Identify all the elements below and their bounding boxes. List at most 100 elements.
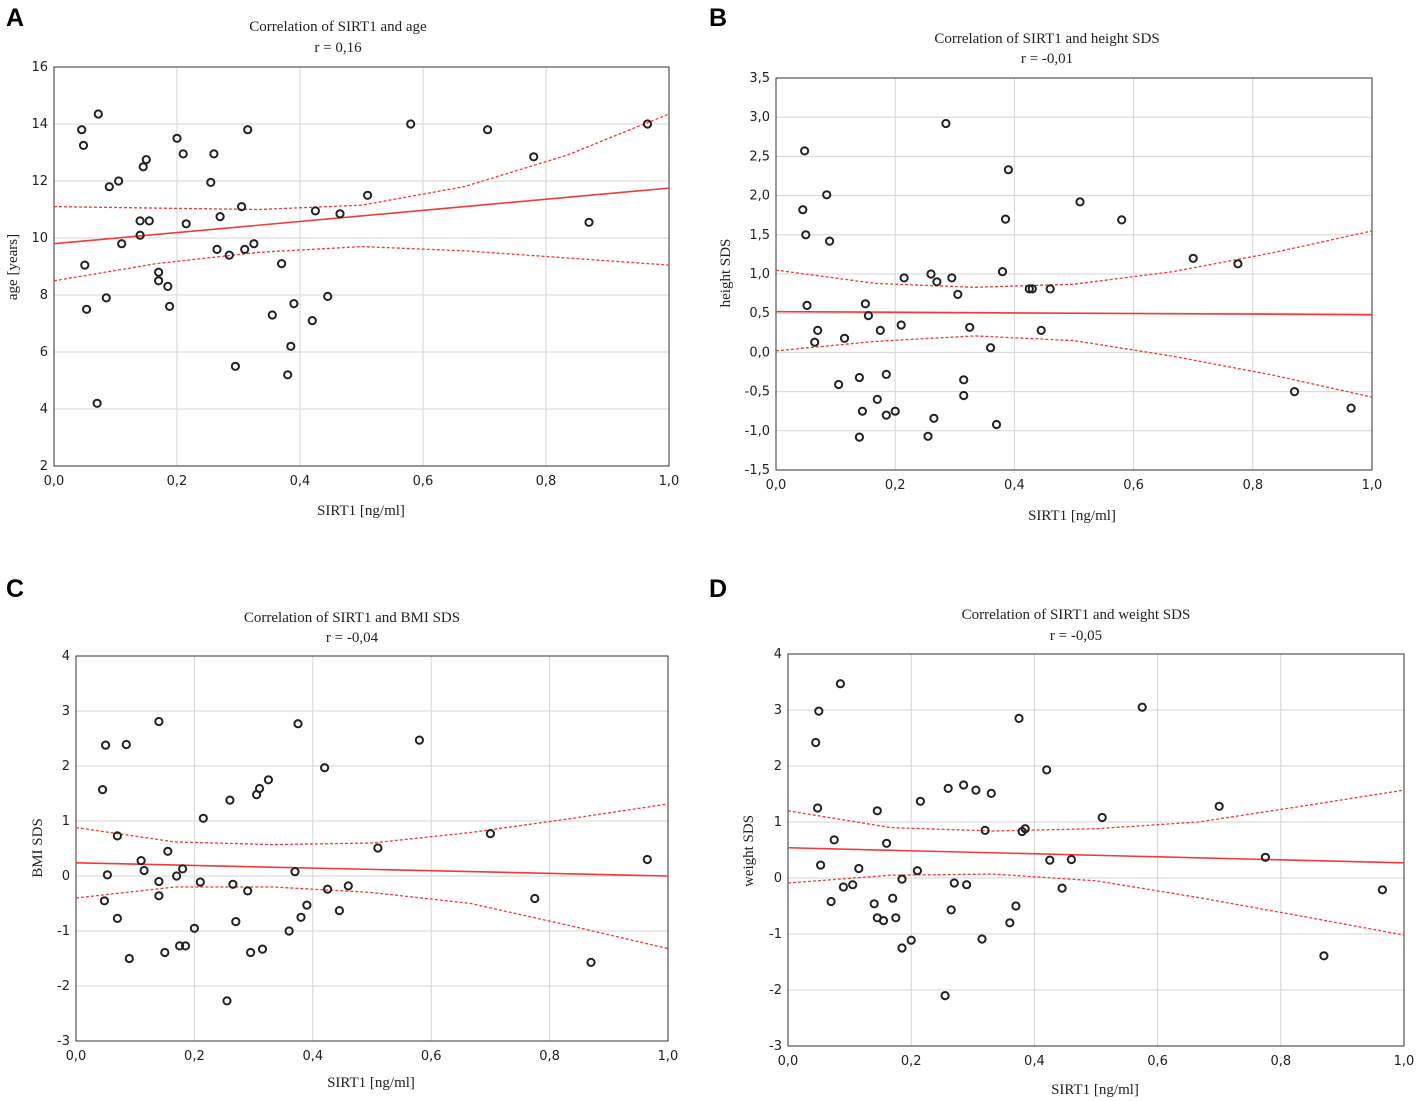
panel-b-data-point (801, 230, 811, 240)
panel-d-x-tick-label: 0,4 (1024, 1054, 1045, 1069)
panel-b-y-axis-label: height SDS (718, 239, 734, 308)
panel-b-x-tick-label: 0,6 (1123, 478, 1144, 493)
panel-a-data-point (277, 259, 287, 269)
panel-a-x-tick-label: 0,4 (290, 474, 311, 489)
panel-c-data-point (172, 871, 182, 881)
panel-a: A Correlation of SIRT1 and age r = 0,16 … (5, 4, 679, 519)
panel-d-data-point (1137, 702, 1147, 712)
panel-b-y-tick-label: -1,5 (745, 463, 770, 478)
panel-a-data-point (181, 219, 191, 229)
panel-b-data-point (1027, 284, 1037, 294)
panel-a-x-axis-label: SIRT1 [ng/ml] (317, 503, 405, 519)
panel-c-data-point (99, 896, 110, 906)
panel-d-data-point (943, 783, 953, 794)
panel-b-data-point (1036, 325, 1046, 335)
panel-d-data-point (946, 905, 956, 915)
panel-d-data-point (912, 866, 923, 876)
panel-b-data-point (953, 289, 963, 299)
panel-c-y-tick-label: 2 (62, 759, 70, 774)
panel-a-data-point (310, 206, 320, 216)
panel-b-data-point (875, 325, 885, 335)
panel-d-data-point (811, 737, 821, 748)
panel-a-data-point (212, 244, 222, 254)
panel-a-data-point (529, 152, 539, 162)
panel-b-data-point (991, 419, 1002, 430)
panel-d-data-point (940, 991, 950, 1001)
panel-c-data-point (414, 735, 424, 745)
panel-a-y-tick-label: 16 (31, 60, 48, 75)
panel-a-data-point (363, 190, 373, 200)
panel-a-data-point (78, 140, 89, 150)
panel-d-data-point (1377, 885, 1388, 895)
panel-b-data-point (1024, 284, 1034, 294)
panel-a-data-point (267, 310, 277, 320)
panel-a-data-point (163, 281, 173, 291)
panel-a-y-tick-label: 12 (31, 174, 48, 189)
panel-c-data-point (246, 947, 256, 958)
panel-d-regression-line (787, 846, 1405, 864)
panel-b-x-tick-label: 0,4 (1004, 478, 1025, 493)
panel-b-data-point (813, 325, 823, 335)
panel-d-y-tick-label: 2 (774, 759, 782, 774)
panel-a-data-point (154, 276, 164, 286)
panel-a-y-tick-label: 10 (31, 231, 48, 246)
panel-d-data-point (882, 838, 892, 848)
panel-d-data-point (915, 796, 926, 806)
panel-a-y-tick-label: 14 (31, 117, 48, 132)
panel-c-x-axis-label: SIRT1 [ng/ml] (327, 1075, 415, 1091)
panel-b-data-point (881, 410, 891, 420)
panel-c-data-point (112, 831, 123, 841)
panel-b-data-point (857, 406, 868, 416)
panel-d-data-point (878, 916, 889, 926)
panel-d-data-point (980, 825, 990, 836)
panel-a-data-point (209, 149, 219, 159)
panel-b-data-point (890, 406, 900, 416)
panel-b-ci-lower (775, 335, 1373, 398)
panel-c-data-point (139, 865, 149, 876)
panel-a-data-point (215, 212, 225, 222)
panel-d-data-point (813, 803, 823, 813)
panel-a-data-point (286, 341, 296, 351)
panel-d-r-value: r = -0,05 (1050, 628, 1102, 644)
panel-c-data-point (290, 867, 300, 877)
panel-c-data-point (228, 879, 238, 889)
panel-b-y-tick-label: -1,0 (745, 424, 770, 439)
panel-a-y-tick-label: 8 (40, 288, 48, 303)
panel-c-data-point (154, 891, 164, 901)
panel-c-data-point (112, 913, 123, 924)
panel-b-data-point (1000, 214, 1011, 224)
panel-b-data-point (941, 118, 951, 129)
panel-d-x-tick-label: 0,0 (778, 1054, 799, 1069)
panel-b-data-point (810, 337, 820, 347)
panel-d-y-tick-label: -2 (769, 983, 782, 998)
panel-c-data-point (124, 953, 134, 964)
panel-a-data-point (82, 304, 92, 314)
panel-b-data-point (822, 190, 832, 200)
panel-c-data-point (530, 893, 540, 904)
panel-a-data-point (165, 301, 175, 311)
panel-b-data-point (923, 431, 933, 441)
panel-c-data-point (343, 881, 353, 891)
panel-c-data-point (102, 870, 113, 880)
panel-b-data-point (802, 300, 812, 310)
panel-c-data-point (323, 884, 333, 894)
panel-c-data-point (373, 843, 383, 853)
panel-c-data-point (293, 719, 303, 729)
panel-c-ci-upper (75, 803, 669, 846)
panel-b-data-point (825, 236, 835, 246)
panel-b-data-point (800, 146, 810, 156)
panel-b-x-axis-label: SIRT1 [ng/ml] (1028, 508, 1116, 524)
panel-a-data-point (77, 125, 87, 135)
panel-d-data-point (1214, 801, 1224, 811)
panel-d-y-tick-label: -1 (769, 927, 782, 942)
panel-a-data-point (307, 316, 317, 326)
panel-d-title: Correlation of SIRT1 and weight SDS (962, 607, 1191, 623)
panel-a-data-point (249, 239, 259, 249)
panel-a-data-point (138, 162, 148, 172)
panel-d-y-tick-label: 4 (774, 647, 782, 662)
panel-b-data-point (1003, 165, 1014, 175)
panel-d-y-tick-label: -3 (769, 1039, 782, 1054)
panel-c-data-point (485, 829, 495, 839)
panel-d-data-point (1005, 918, 1015, 928)
